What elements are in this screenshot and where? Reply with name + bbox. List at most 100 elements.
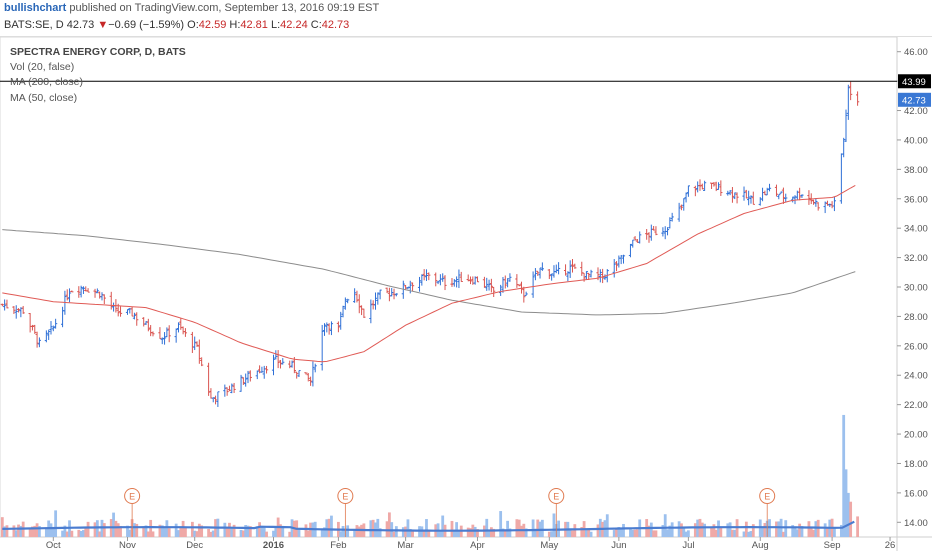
volume-bar (179, 527, 183, 537)
volume-bar (589, 531, 593, 537)
high-label: H: (229, 19, 241, 31)
legend-ma200[interactable]: MA (200, close) (10, 76, 83, 88)
y-tick-label: 14.00 (904, 518, 928, 529)
legend-title: SPECTRA ENERGY CORP, D, BATS (10, 46, 186, 58)
volume-bar (77, 529, 81, 537)
volume-bar (719, 526, 723, 537)
volume-bar (846, 492, 850, 537)
y-tick-label: 32.00 (904, 253, 928, 264)
volume-bar (661, 525, 665, 537)
volume-bar (357, 526, 361, 537)
volume-bar (51, 529, 55, 537)
y-tick-label: 46.00 (904, 47, 928, 58)
volume-bar (814, 521, 818, 537)
volume-bar (327, 518, 331, 537)
x-tick-label: Sep (824, 540, 841, 551)
volume-bar (422, 530, 426, 537)
y-tick-label: 24.00 (904, 371, 928, 382)
volume-bar (492, 528, 496, 537)
volume-bar (703, 523, 707, 537)
volume-bar (823, 523, 827, 537)
volume-bar (666, 529, 669, 537)
volume-bar (339, 531, 343, 537)
volume-bar (798, 523, 802, 537)
volume-bar (489, 527, 493, 537)
volume-bar (102, 523, 106, 537)
y-tick-label: 40.00 (904, 135, 928, 146)
volume-bar (17, 524, 20, 537)
volume-bar (450, 520, 454, 537)
volume-bar (133, 523, 136, 537)
volume-bar (28, 528, 32, 537)
volume-bar (742, 531, 746, 537)
y-tick-label: 38.00 (904, 165, 928, 176)
volume-bar (839, 524, 843, 537)
volume-bar (38, 526, 41, 537)
volume-bar (95, 520, 99, 537)
volume-bar (211, 530, 215, 537)
y-tick-label: 30.00 (904, 283, 928, 294)
volume-bar (686, 530, 690, 537)
legend-ma50[interactable]: MA (50, close) (10, 92, 78, 104)
x-tick-label: Nov (119, 540, 136, 551)
chart-area[interactable]: 14.00 16.00 18.00 20.00 22.00 24.00 26.00 28.00… (0, 36, 932, 551)
volume-bar (761, 527, 764, 537)
author-link[interactable]: bullishchart (4, 2, 67, 14)
volume-bar (612, 530, 616, 537)
volume-bar (228, 522, 231, 537)
volume-bar (84, 526, 88, 537)
volume-bar (744, 521, 748, 537)
open-label: O: (187, 19, 199, 31)
volume-bar (181, 520, 185, 537)
volume-bar (455, 522, 459, 537)
volume-bar (534, 528, 537, 537)
hline-badge-label: 43.99 (902, 77, 926, 88)
volume-bar (61, 530, 64, 537)
volume-bar (476, 529, 479, 537)
x-tick-label: 26 (885, 540, 896, 551)
volume-bar (184, 526, 187, 537)
volume-bar (387, 512, 391, 537)
volume-bar (304, 524, 308, 537)
volume-bar (86, 521, 90, 537)
published-text: published on TradingView.com, September … (66, 2, 380, 14)
volume-bar (346, 525, 350, 537)
volume-bar (244, 525, 248, 537)
x-tick-label: Mar (397, 540, 413, 551)
volume-bar (652, 530, 656, 537)
volume-bar (262, 527, 266, 537)
volume-bar (232, 524, 236, 537)
volume-bar (177, 530, 180, 537)
volume-bar (680, 523, 683, 537)
volume-bar (193, 530, 197, 537)
volume-bar (654, 530, 658, 537)
volume-bar (670, 522, 674, 537)
volume-bar (341, 526, 345, 537)
y-tick-label: 22.00 (904, 400, 928, 411)
volume-bar (856, 516, 859, 537)
volume-bar (258, 522, 261, 537)
volume-bar (0, 517, 4, 537)
volume-bar (160, 525, 164, 537)
y-tick-label: 28.00 (904, 312, 928, 323)
volume-bar (82, 530, 85, 537)
volume-bar (844, 469, 848, 537)
volume-bar (246, 525, 250, 537)
volume-bar (411, 530, 414, 537)
legend-volume[interactable]: Vol (20, false) (10, 61, 75, 73)
volume-bar (306, 530, 310, 537)
price-chart[interactable]: 14.00 16.00 18.00 20.00 22.00 24.00 26.00 28.00… (0, 37, 932, 551)
earnings-marker (759, 488, 776, 504)
volume-bar (520, 525, 523, 537)
volume-bar (406, 519, 410, 537)
quote-line: BATS:SE, D 42.73 ▼−0.69 (−1.59%) O:42.59… (4, 19, 349, 31)
volume-bar (499, 511, 503, 537)
volume-bar (547, 531, 551, 537)
volume-bar (647, 525, 651, 537)
volume-bar (392, 531, 396, 537)
volume-bar (135, 523, 139, 537)
volume-bar (587, 528, 591, 537)
volume-bar (241, 530, 245, 537)
volume-bar (165, 520, 169, 537)
volume-bar (128, 529, 132, 537)
